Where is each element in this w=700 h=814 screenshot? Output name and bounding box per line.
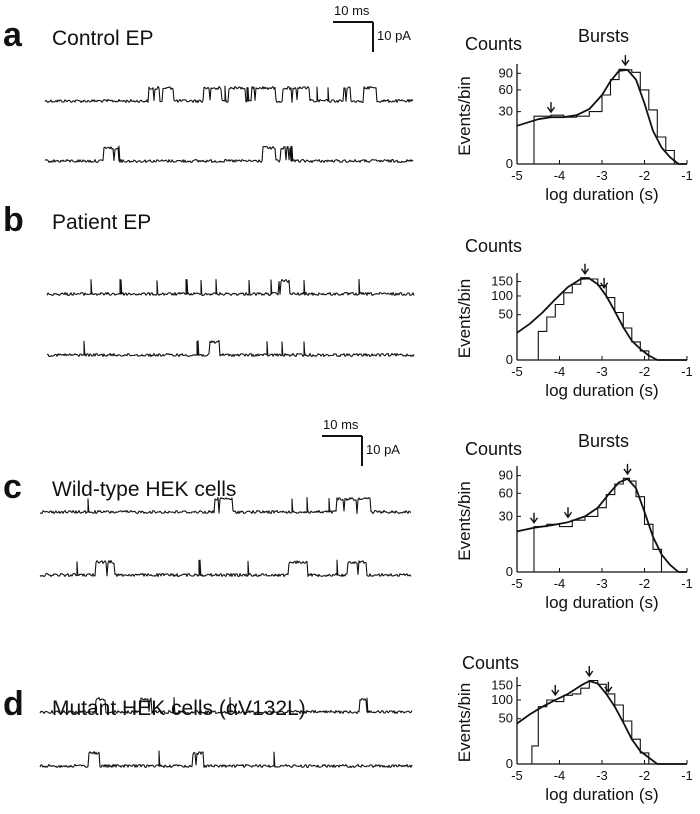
panel-d: d Mutant HEK cells (αV132L) Counts 0 50 10015… (3, 653, 693, 804)
chart-title: Counts (465, 439, 522, 459)
x-tick-label: -4 (554, 364, 566, 379)
component-arrow (563, 507, 573, 519)
component-arrow (546, 102, 556, 114)
fit-curve (516, 478, 687, 573)
y-axis-label: Events/bin (455, 683, 474, 762)
y-tick-label: 30 (499, 508, 513, 523)
x-axis-label: log duration (s) (545, 593, 658, 612)
x-tick-label: -4 (554, 168, 566, 183)
y-tick-label: 0 (506, 352, 513, 367)
panel-letter: a (3, 16, 23, 54)
chart-annotation: Bursts (578, 431, 629, 451)
current-trace (39, 750, 413, 769)
y-tick-label: 90 (499, 468, 513, 483)
histogram-bins (533, 477, 668, 573)
histogram-bins (537, 277, 655, 361)
fit-curve (516, 68, 687, 165)
panel-title: Control EP (52, 27, 154, 50)
current-trace (44, 85, 414, 104)
panel-title: Patient EP (52, 211, 151, 234)
y-tick-label: 50 (499, 307, 513, 322)
y-tick-label: 150 (491, 274, 513, 289)
x-axis-label: log duration (s) (545, 185, 658, 204)
component-arrow (623, 463, 632, 476)
x-tick-label: -1 (681, 768, 693, 783)
histogram-bins (531, 679, 655, 765)
y-tick-label: 100 (491, 288, 513, 303)
panels-layer: a Control EP Counts Bursts 0 30 60 90 -5 -4 -3 -2 -1… (3, 16, 693, 804)
panel-letter: d (3, 685, 24, 723)
y-tick-label: 50 (499, 711, 513, 726)
panel-letter: b (3, 201, 24, 239)
panel-title: Wild-type HEK cells (52, 478, 236, 501)
component-arrow (551, 684, 560, 697)
x-tick-label: -5 (511, 768, 523, 783)
component-arrow (580, 263, 590, 275)
fit-curve (516, 277, 687, 361)
x-tick-label: -3 (596, 168, 608, 183)
chart-annotation: Bursts (578, 26, 629, 46)
y-axis-label: Events/bin (455, 279, 474, 358)
y-tick-label: 60 (499, 485, 513, 500)
x-tick-label: -2 (639, 168, 651, 183)
x-tick-label: -3 (596, 364, 608, 379)
scale-bar-c: 10 ms 10 pA (322, 417, 400, 466)
panel-a: a Control EP Counts Bursts 0 30 60 90 -5 -4 -3 -2 -1… (3, 16, 693, 204)
scale-bar-time-label: 10 ms (334, 3, 370, 18)
histogram-chart: Counts Bursts 0 30 60 90 -5 -4 -3 -2 -1 log duratio… (455, 26, 693, 204)
x-tick-label: -5 (511, 364, 523, 379)
scale-bar-current-label: 10 pA (366, 442, 400, 457)
component-arrow (621, 55, 630, 67)
x-tick-label: -4 (554, 768, 566, 783)
x-axis-label: log duration (s) (545, 381, 658, 400)
current-trace (44, 145, 414, 164)
histogram-chart: Counts Bursts 0 30 60 90 -5 -4 -3 -2 -1 log duratio… (455, 431, 693, 612)
component-arrow (600, 277, 609, 290)
component-arrow (529, 512, 539, 524)
x-axis-label: log duration (s) (545, 785, 658, 804)
y-tick-label: 60 (499, 82, 513, 97)
x-tick-label: -2 (639, 768, 651, 783)
x-tick-label: -1 (681, 168, 693, 183)
component-arrow (604, 681, 613, 694)
x-tick-label: -3 (596, 768, 608, 783)
y-axis-label: Events/bin (455, 76, 474, 155)
y-tick-label: 30 (499, 104, 513, 119)
current-trace (46, 278, 415, 296)
y-axis-label: Events/bin (455, 481, 474, 560)
y-tick-label: 100 (491, 692, 513, 707)
component-arrow (585, 666, 594, 678)
chart-title: Counts (465, 236, 522, 256)
x-tick-label: -4 (554, 576, 566, 591)
x-tick-label: -1 (681, 364, 693, 379)
y-tick-label: 0 (506, 756, 513, 771)
chart-title: Counts (465, 34, 522, 54)
x-tick-label: -5 (511, 168, 523, 183)
x-tick-label: -3 (596, 576, 608, 591)
y-tick-label: 0 (506, 156, 513, 171)
y-tick-label: 0 (506, 564, 513, 579)
y-tick-label: 150 (491, 678, 513, 693)
current-trace (39, 696, 413, 715)
x-tick-label: -2 (639, 364, 651, 379)
scale-bar-current-label: 10 pA (377, 28, 411, 43)
current-trace (39, 559, 412, 578)
scale-bar-time-label: 10 ms (323, 417, 359, 432)
x-tick-label: -2 (639, 576, 651, 591)
scale-bar-a: 10 ms 10 pA (333, 3, 411, 52)
chart-title: Counts (462, 653, 519, 673)
fit-curve (516, 680, 687, 765)
y-tick-label: 90 (499, 65, 513, 80)
current-trace (39, 497, 412, 515)
panel-title: Mutant HEK cells (αV132L) (52, 697, 306, 720)
x-tick-label: -5 (511, 576, 523, 591)
x-tick-label: -1 (681, 576, 693, 591)
current-trace (46, 339, 415, 358)
panel-c: c Wild-type HEK cells Counts Bursts 0 30 60 90 -… (3, 431, 693, 612)
panel-letter: c (3, 468, 22, 506)
